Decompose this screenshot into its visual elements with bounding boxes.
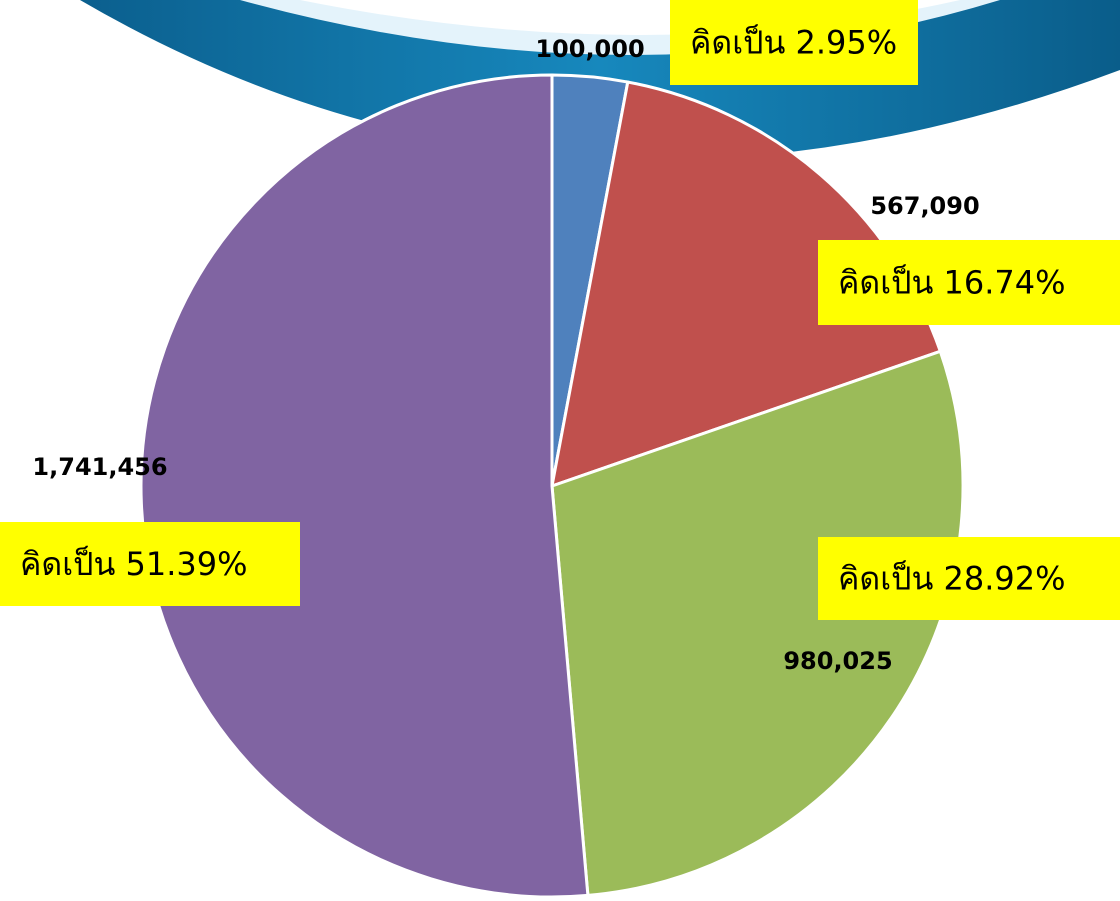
percent-annotation: คิดเป็น 16.74% bbox=[838, 264, 1066, 302]
percent-annotation: คิดเป็น 28.92% bbox=[838, 560, 1066, 598]
value-label: 100,000 bbox=[535, 35, 644, 63]
percent-annotation: คิดเป็น 2.95% bbox=[690, 24, 897, 62]
percent-annotation: คิดเป็น 51.39% bbox=[20, 545, 248, 583]
value-label: 980,025 bbox=[783, 647, 892, 675]
value-label: 1,741,456 bbox=[32, 453, 167, 481]
chart: คิดเป็น 2.95% 100,000 คิดเป็น 16.74% 567,09… bbox=[0, 0, 1120, 901]
pie bbox=[141, 75, 963, 897]
value-label: 567,090 bbox=[870, 192, 979, 220]
pie-slice bbox=[141, 75, 588, 897]
